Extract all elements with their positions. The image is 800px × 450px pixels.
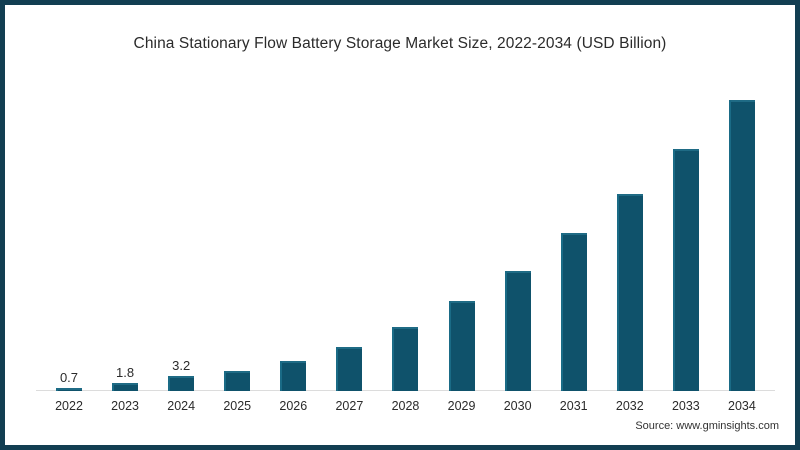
bar-slot: 0: [381, 65, 429, 391]
x-tick-label: 2026: [279, 399, 308, 413]
bar[interactable]: [560, 233, 587, 391]
bar[interactable]: [112, 382, 139, 391]
bar[interactable]: [224, 371, 251, 391]
bar-slot: 3.2: [157, 65, 205, 391]
bar[interactable]: [504, 270, 531, 391]
bar-slot: 0: [718, 65, 766, 391]
bar-value-label: 3.2: [172, 358, 191, 374]
bar-slot: 0: [606, 65, 654, 391]
x-tick-label: 2032: [615, 399, 644, 413]
x-tick-label: 2023: [111, 399, 139, 413]
x-tick-label: 2033: [671, 399, 700, 413]
x-tick-label: 2027: [335, 399, 364, 413]
bar-slot: 0: [662, 65, 710, 391]
bar[interactable]: [336, 346, 363, 391]
x-tick-label: 2022: [55, 399, 83, 413]
x-tick-label: 2028: [391, 399, 420, 413]
bar-slot: 0: [550, 65, 598, 391]
bar-value-label: 0.7: [59, 369, 79, 385]
x-tick-label: 2024: [167, 399, 196, 413]
bar[interactable]: [616, 194, 643, 391]
x-tick-label: 2034: [728, 399, 756, 413]
bar[interactable]: [728, 100, 755, 391]
x-tick-label: 2025: [223, 399, 252, 413]
bar-slot: 0: [325, 65, 373, 391]
bar-value-label: 1.8: [116, 364, 135, 380]
x-tick-label: 2030: [503, 399, 532, 413]
bar-slot: 0: [269, 65, 317, 391]
bar[interactable]: [448, 300, 475, 391]
bar[interactable]: [280, 360, 307, 391]
bar[interactable]: [392, 326, 419, 391]
x-axis-tick-labels: 2022 2023 2024 2025 2026 2027 2028 2029 2030 2031…: [36, 400, 775, 413]
bar-slot: 0: [438, 65, 486, 391]
bar-slot: 0: [213, 65, 261, 391]
bar-series: 0.71.83.20000000000: [36, 65, 775, 391]
x-tick-label: 2029: [447, 399, 476, 413]
bar-slot: 1.8: [101, 65, 149, 391]
bar[interactable]: [56, 387, 82, 391]
bar-slot: 0: [494, 65, 542, 391]
x-tick-label: 2031: [559, 399, 588, 413]
bar-slot: 0.7: [45, 65, 93, 391]
bar[interactable]: [672, 148, 699, 391]
source-note: Source: www.gminsights.com: [635, 420, 779, 432]
bar[interactable]: [168, 376, 195, 391]
chart-title: China Stationary Flow Battery Storage Ma…: [133, 35, 667, 52]
